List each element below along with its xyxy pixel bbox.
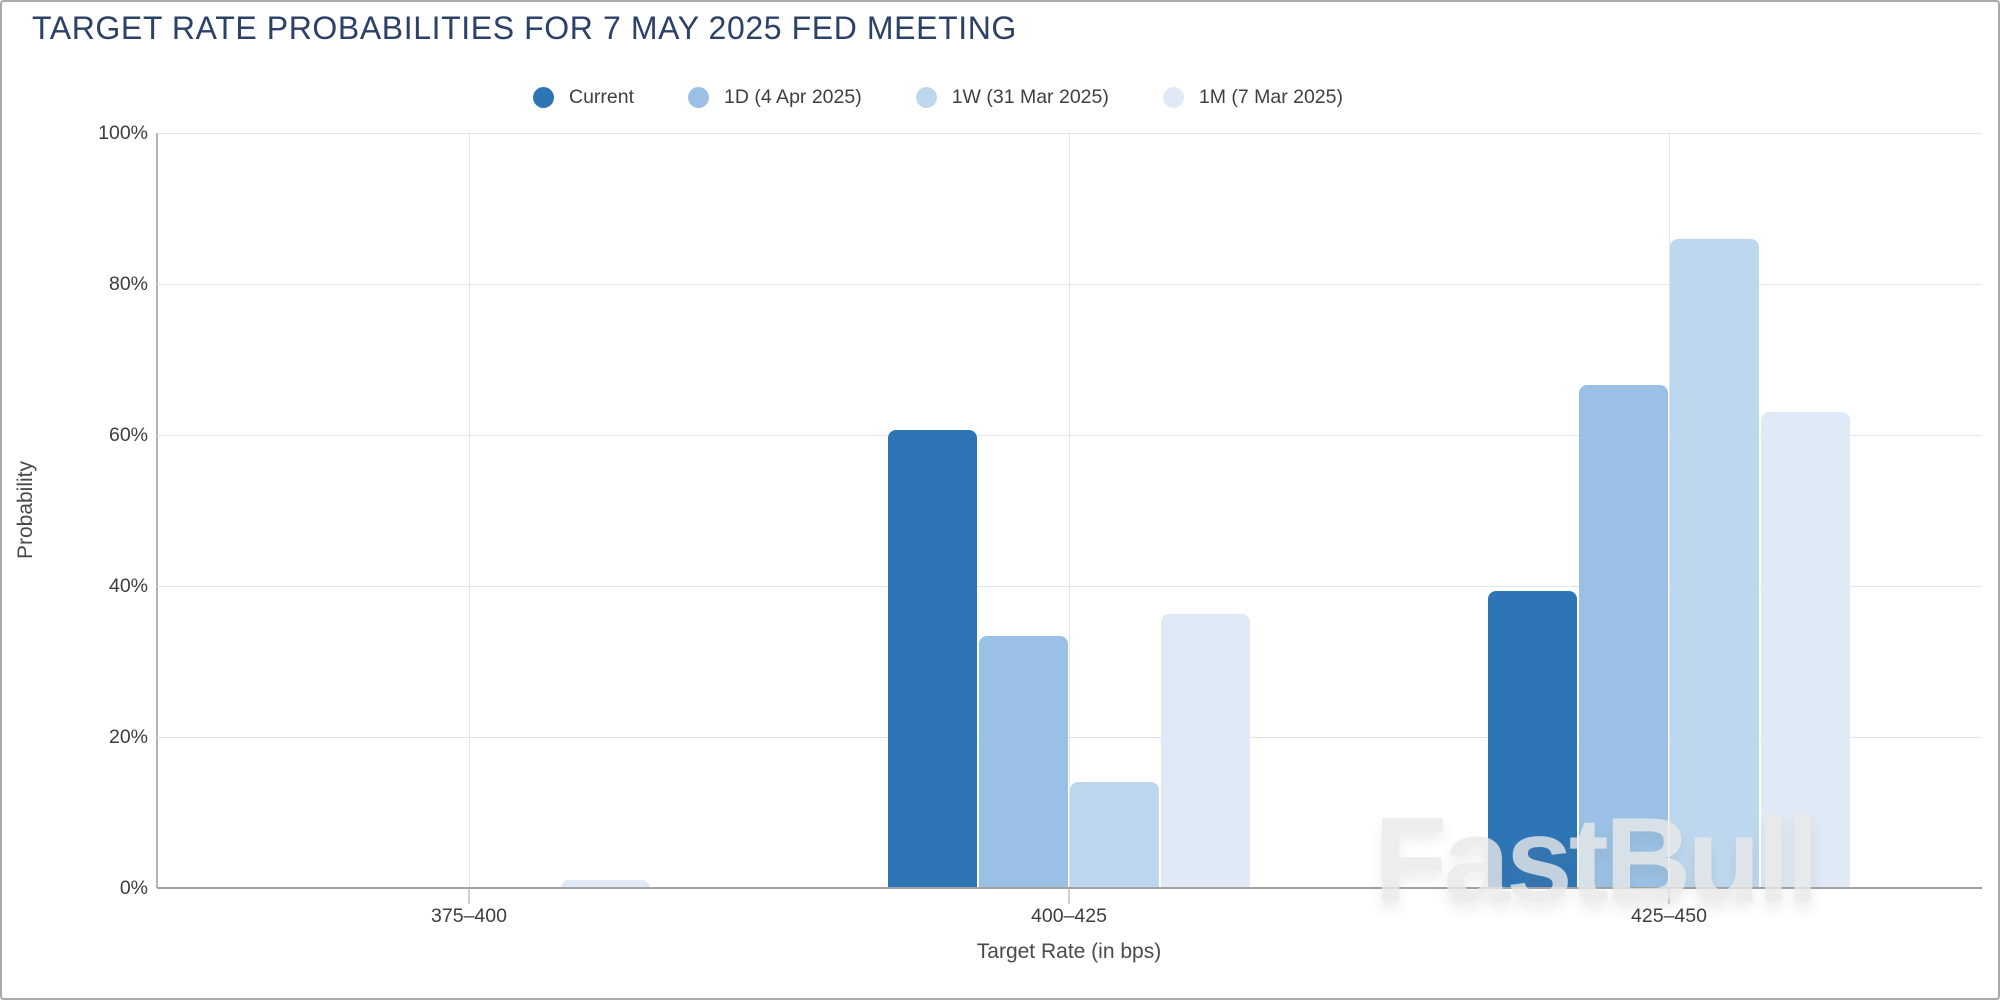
x-axis-tick xyxy=(468,889,470,904)
x-category-label: 375–400 xyxy=(431,905,507,927)
bar-1m-400-425[interactable] xyxy=(1161,613,1250,888)
bar-1w-425-450[interactable] xyxy=(1670,238,1759,888)
y-tick-label: 100% xyxy=(98,122,148,144)
legend-item-1m[interactable]: 1M (7 Mar 2025) xyxy=(1162,86,1343,109)
legend-label: 1D (4 Apr 2025) xyxy=(724,86,862,108)
plot-area xyxy=(157,133,1982,888)
bar-1m-375-400[interactable] xyxy=(561,880,650,888)
x-axis-title: Target Rate (in bps) xyxy=(976,940,1162,963)
legend-item-1d[interactable]: 1D (4 Apr 2025) xyxy=(688,86,862,109)
legend-dot xyxy=(915,87,937,108)
bar-1d-425-450[interactable] xyxy=(1579,385,1668,888)
legend-item-current[interactable]: Current xyxy=(533,86,634,109)
legend-item-1w[interactable]: 1W (31 Mar 2025) xyxy=(915,86,1109,109)
y-axis-title: Probability xyxy=(14,460,37,560)
bar-1w-400-425[interactable] xyxy=(1070,782,1159,888)
legend-label: 1M (7 Mar 2025) xyxy=(1198,86,1343,108)
bar-current-400-425[interactable] xyxy=(888,430,977,888)
y-tick-label: 40% xyxy=(108,575,148,597)
gridline-v xyxy=(1669,133,1670,888)
legend-dot xyxy=(533,87,554,108)
chart-title: TARGET RATE PROBABILITIES FOR 7 MAY 2025… xyxy=(32,10,1017,46)
chart-legend: Current 1D (4 Apr 2025) 1W (31 Mar 2025) 1M… xyxy=(533,86,1343,109)
x-category-label: 400–425 xyxy=(1031,905,1107,927)
x-axis-tick xyxy=(1668,889,1670,904)
y-tick-label: 20% xyxy=(108,726,148,748)
legend-dot xyxy=(688,87,710,108)
legend-dot xyxy=(1162,87,1184,108)
gridline-v xyxy=(1069,133,1070,888)
legend-label: 1W (31 Mar 2025) xyxy=(951,86,1109,108)
gridline-v xyxy=(469,133,470,888)
bar-1d-400-425[interactable] xyxy=(979,635,1068,888)
x-axis-line xyxy=(157,887,1982,889)
y-tick-label: 0% xyxy=(119,877,148,899)
bar-1m-425-450[interactable] xyxy=(1761,411,1850,888)
y-axis-line xyxy=(156,133,158,888)
y-tick-label: 80% xyxy=(108,273,148,295)
x-category-label: 425–450 xyxy=(1631,905,1707,927)
x-axis-tick xyxy=(1068,889,1070,904)
legend-label: Current xyxy=(569,86,635,108)
bar-current-425-450[interactable] xyxy=(1488,590,1577,888)
y-tick-label: 60% xyxy=(108,424,148,446)
